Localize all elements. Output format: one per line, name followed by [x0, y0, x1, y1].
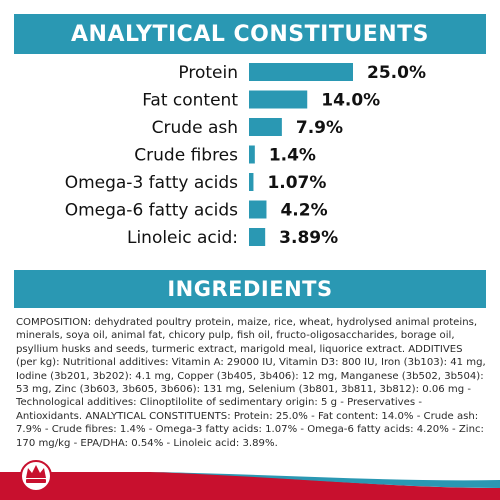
- value-label: 7.9%: [296, 118, 343, 138]
- category-label: Linoleic acid:: [127, 228, 238, 248]
- footer-brand-strip: [0, 460, 500, 500]
- royal-canin-crown-logo-icon: [20, 460, 52, 492]
- value-bar: [249, 173, 254, 191]
- value-bar: [249, 228, 266, 246]
- constituents-chart: Protein 25.0% Fat content 14.0% Crude ash 7.9…: [65, 63, 426, 248]
- category-label: Fat content: [142, 91, 238, 111]
- value-bar: [249, 90, 308, 109]
- ingredients-banner: INGREDIENTS: [14, 270, 486, 308]
- category-label: Protein: [178, 63, 238, 83]
- analytical-constituents-title: ANALYTICAL CONSTITUENTS: [71, 21, 429, 47]
- value-bar: [249, 63, 353, 81]
- ingredients-text: COMPOSITION: dehydrated poultry protein,…: [16, 317, 486, 449]
- value-label: 14.0%: [321, 91, 380, 111]
- value-bar: [249, 200, 267, 219]
- value-label: 1.4%: [269, 146, 316, 166]
- value-label: 3.89%: [279, 228, 338, 248]
- analytical-constituents-banner: ANALYTICAL CONSTITUENTS: [14, 14, 486, 54]
- value-bar: [249, 118, 282, 136]
- category-label: Crude ash: [152, 118, 238, 138]
- category-label: Crude fibres: [134, 146, 238, 166]
- value-label: 4.2%: [280, 201, 327, 221]
- value-label: 25.0%: [367, 63, 426, 83]
- ingredients-title: INGREDIENTS: [167, 277, 333, 301]
- category-label: Omega-6 fatty acids: [65, 201, 238, 221]
- category-label: Omega-3 fatty acids: [65, 173, 238, 193]
- value-label: 1.07%: [267, 173, 326, 193]
- brand-blue-wave: [150, 472, 500, 488]
- value-bar: [249, 145, 255, 164]
- brand-red-wave: [0, 472, 500, 500]
